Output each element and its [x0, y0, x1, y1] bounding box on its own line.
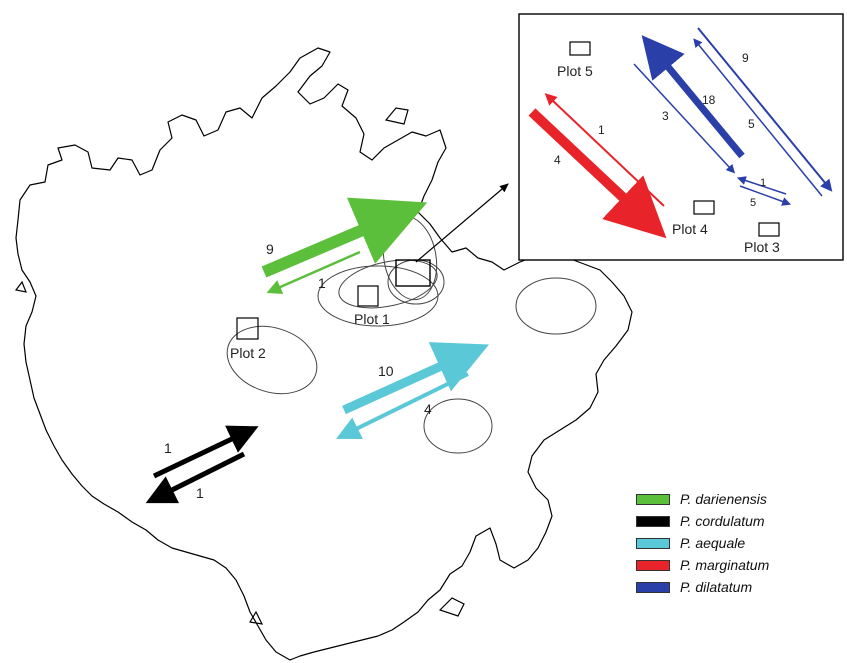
dilatatum-small-count-2: 5	[750, 197, 756, 209]
home-range-ellipse	[226, 325, 318, 395]
dilatatum-small-count-1: 1	[760, 177, 766, 189]
legend-label: P. dilatatum	[680, 579, 753, 595]
legend-item: P. marginatum	[636, 554, 836, 576]
plot-1-marker	[357, 285, 379, 307]
cordulatum-back-arrow	[145, 451, 246, 504]
dilatatum-outer-down-arrow	[697, 27, 833, 192]
home-range-ellipse	[423, 398, 493, 454]
dilatatum-outer-down-count: 5	[748, 117, 755, 131]
marginatum-forward-arrow	[528, 108, 667, 239]
plot-5-marker	[569, 41, 591, 56]
home-range-ellipse	[382, 215, 438, 301]
dilatatum-small-arrow-2	[739, 185, 792, 206]
aequale-back-arrow	[336, 372, 469, 440]
plot-5-label: Plot 5	[557, 63, 593, 79]
home-range-ellipse	[515, 277, 597, 335]
islet	[249, 610, 264, 625]
marginatum-forward-count: 4	[554, 153, 561, 167]
darienensis-back-arrow	[266, 250, 361, 294]
islet	[14, 280, 27, 293]
marginatum-back-arrow	[544, 93, 665, 207]
dilatatum-outer-up-arrow	[693, 38, 823, 197]
legend-label: P. marginatum	[680, 557, 770, 573]
legend-item: P. cordulatum	[636, 510, 836, 532]
darienensis-forward-arrow	[261, 197, 428, 278]
home-ranges	[226, 215, 597, 454]
plot-2-marker	[236, 317, 259, 340]
legend-item: P. aequale	[636, 532, 836, 554]
cordulatum-forward-arrow	[152, 425, 259, 479]
legend-swatch-aequale	[636, 537, 670, 549]
legend-swatch-dilatatum	[636, 581, 670, 593]
legend-label: P. aequale	[680, 535, 746, 551]
inset-source-box	[395, 259, 431, 287]
inset-connector-arrow	[415, 183, 509, 263]
aequale-forward-arrow	[342, 342, 490, 415]
plot-3-label: Plot 3	[744, 239, 780, 255]
legend-swatch-darienensis	[636, 493, 670, 505]
dilatatum-thin-count: 3	[662, 109, 669, 123]
legend-swatch-marginatum	[636, 559, 670, 571]
dilatatum-small-arrow-1	[736, 176, 787, 195]
plot-4-label: Plot 4	[672, 221, 708, 237]
darienensis-forward-count: 9	[266, 241, 274, 257]
legend-swatch-cordulatum	[636, 515, 670, 527]
marginatum-back-count: 1	[598, 123, 605, 137]
dilatatum-big-arrow	[641, 35, 745, 159]
plot-3-marker	[758, 222, 780, 237]
islet	[438, 597, 465, 617]
inset-panel: Plot 5 Plot 4 Plot 3 4 1 18 3 9 5 1 5	[518, 13, 844, 261]
legend-label: P. darienensis	[680, 491, 767, 507]
plot-4-marker	[693, 200, 715, 215]
cordulatum-back-count: 1	[196, 485, 204, 501]
aequale-forward-count: 10	[378, 363, 394, 379]
island-outline	[15, 47, 633, 661]
plot-1-label: Plot 1	[354, 311, 390, 327]
dilatatum-thin-arrow	[633, 63, 736, 174]
legend: P. darienensis P. cordulatum P. aequale …	[636, 488, 836, 598]
legend-item: P. darienensis	[636, 488, 836, 510]
legend-label: P. cordulatum	[680, 513, 765, 529]
darienensis-back-count: 1	[318, 275, 326, 291]
dilatatum-big-count: 18	[702, 93, 716, 107]
legend-item: P. dilatatum	[636, 576, 836, 598]
islet	[384, 107, 409, 125]
plot-2-label: Plot 2	[230, 345, 266, 361]
cordulatum-forward-count: 1	[164, 440, 172, 456]
aequale-back-count: 4	[424, 401, 432, 417]
dilatatum-outer-up-count: 9	[742, 51, 749, 65]
